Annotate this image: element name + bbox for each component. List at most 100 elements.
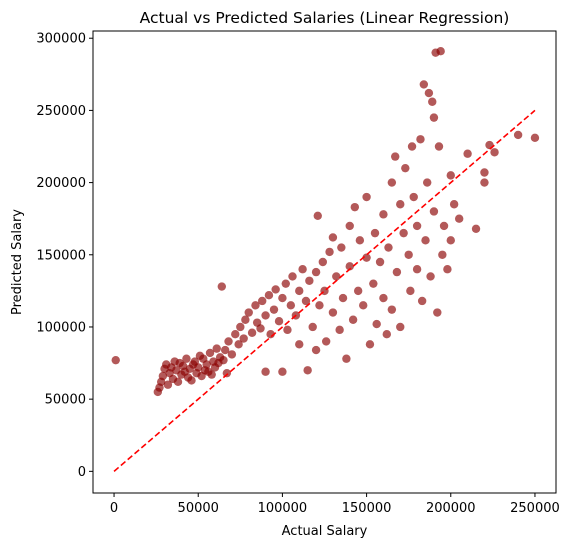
data-point bbox=[342, 354, 351, 363]
data-point bbox=[222, 368, 232, 378]
data-point bbox=[335, 325, 344, 335]
data-point bbox=[379, 293, 388, 303]
data-point bbox=[345, 221, 354, 231]
data-point bbox=[271, 285, 280, 294]
data-point bbox=[417, 296, 427, 306]
data-point bbox=[429, 113, 439, 122]
data-point bbox=[220, 345, 230, 355]
data-point bbox=[375, 257, 385, 267]
data-point bbox=[258, 296, 267, 306]
data-point bbox=[111, 355, 120, 365]
data-point bbox=[424, 88, 434, 98]
y-axis-ticks: 0 50000 100000 150000 200000 250000 300000 bbox=[36, 32, 93, 480]
data-point bbox=[446, 171, 455, 180]
data-point bbox=[234, 340, 243, 349]
data-point bbox=[325, 247, 334, 257]
data-point bbox=[303, 366, 312, 375]
data-point bbox=[406, 286, 415, 296]
data-point bbox=[396, 322, 405, 332]
data-point bbox=[173, 377, 183, 387]
data-point bbox=[212, 344, 221, 353]
data-point bbox=[261, 367, 270, 376]
data-point bbox=[318, 257, 328, 267]
data-point bbox=[315, 301, 324, 310]
data-point bbox=[416, 135, 425, 144]
data-point bbox=[530, 133, 540, 143]
data-point bbox=[281, 279, 290, 288]
data-point bbox=[328, 308, 338, 317]
data-point bbox=[399, 228, 408, 238]
data-point bbox=[264, 291, 274, 300]
data-point bbox=[433, 308, 442, 317]
data-point bbox=[370, 228, 380, 238]
data-point bbox=[423, 178, 432, 187]
y-tick-label: 250000 bbox=[36, 104, 86, 119]
data-point bbox=[348, 315, 358, 324]
data-point bbox=[328, 233, 338, 242]
data-point bbox=[224, 337, 233, 346]
plot-frame bbox=[92, 30, 557, 494]
y-tick-label: 50000 bbox=[45, 393, 86, 408]
data-point bbox=[244, 308, 253, 317]
x-tick-label: 250000 bbox=[510, 501, 560, 516]
data-point bbox=[480, 178, 489, 187]
data-point bbox=[338, 293, 348, 303]
data-point bbox=[241, 315, 250, 324]
data-point bbox=[269, 305, 279, 314]
data-point bbox=[278, 293, 287, 303]
data-point bbox=[251, 301, 260, 310]
data-point bbox=[401, 163, 410, 173]
data-point bbox=[396, 200, 405, 209]
data-point bbox=[372, 319, 381, 329]
data-point bbox=[446, 236, 455, 245]
data-point bbox=[261, 311, 270, 320]
data-point bbox=[353, 286, 363, 296]
data-point bbox=[158, 371, 168, 381]
data-point bbox=[247, 328, 257, 337]
data-point bbox=[227, 350, 237, 359]
data-point bbox=[463, 149, 472, 158]
x-tick-label: 50000 bbox=[178, 501, 219, 516]
data-point bbox=[295, 340, 304, 349]
data-point bbox=[337, 243, 346, 252]
data-point bbox=[407, 142, 417, 151]
data-point bbox=[256, 324, 265, 333]
data-point bbox=[321, 337, 331, 346]
data-point bbox=[187, 376, 196, 385]
data-point bbox=[350, 202, 360, 212]
data-point bbox=[449, 200, 459, 209]
data-point bbox=[274, 316, 284, 326]
data-point bbox=[387, 178, 397, 187]
data-point bbox=[382, 329, 391, 339]
x-tick-label: 100000 bbox=[258, 501, 308, 516]
data-point bbox=[379, 210, 388, 219]
y-tick-label: 200000 bbox=[36, 176, 86, 191]
data-point bbox=[311, 345, 321, 355]
data-point bbox=[236, 322, 245, 332]
data-point bbox=[301, 296, 311, 306]
data-point bbox=[409, 192, 418, 202]
data-point bbox=[231, 329, 240, 339]
data-point bbox=[288, 272, 297, 281]
data-point bbox=[404, 250, 413, 259]
data-point bbox=[421, 236, 430, 245]
data-point bbox=[387, 305, 397, 314]
data-point bbox=[311, 267, 321, 277]
data-point bbox=[438, 250, 447, 259]
data-point bbox=[219, 355, 228, 365]
data-point bbox=[182, 354, 191, 363]
y-axis-label: Predicted Salary bbox=[10, 209, 25, 315]
data-point bbox=[239, 334, 248, 343]
data-point bbox=[384, 243, 393, 252]
data-point bbox=[428, 97, 437, 106]
y-tick-label: 0 bbox=[78, 465, 86, 480]
data-point bbox=[392, 267, 402, 277]
reference-line bbox=[113, 109, 536, 472]
data-point bbox=[391, 152, 400, 161]
data-point bbox=[286, 301, 296, 310]
x-tick-label: 0 bbox=[110, 501, 118, 516]
data-point bbox=[490, 148, 499, 157]
y-tick-label: 150000 bbox=[36, 248, 86, 263]
data-point bbox=[480, 168, 489, 177]
data-point bbox=[412, 265, 422, 274]
